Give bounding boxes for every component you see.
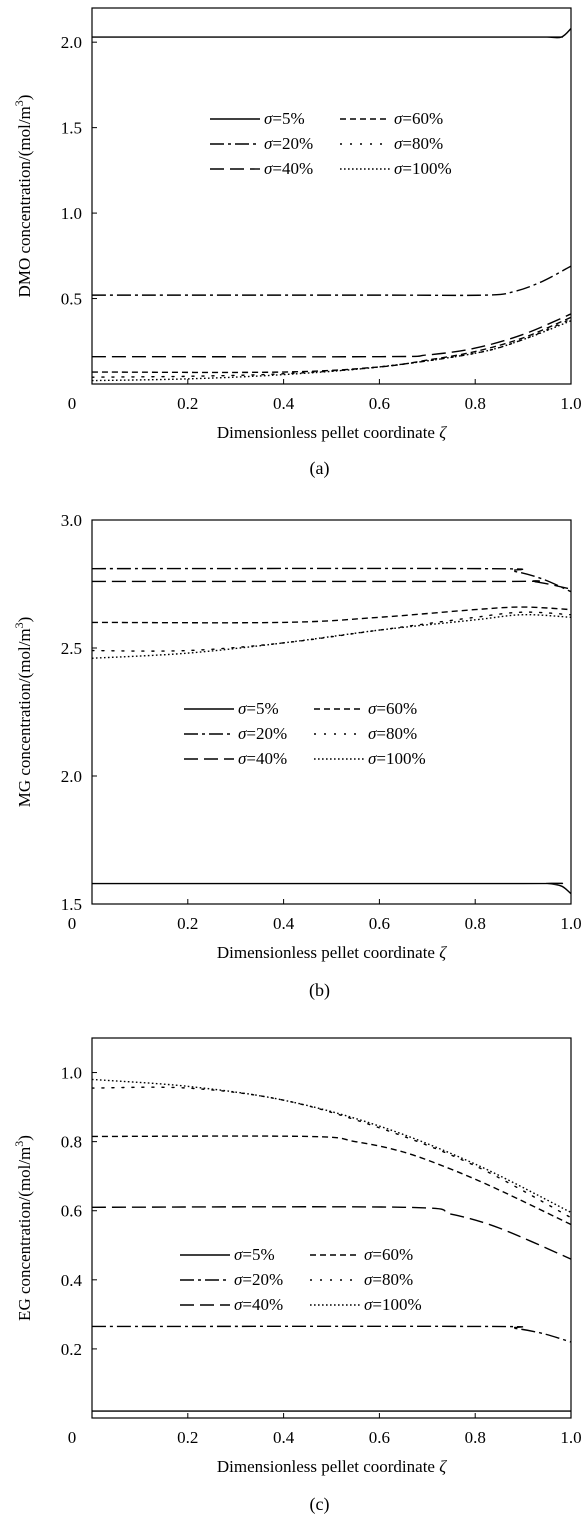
legend-entry: σ=40% <box>264 159 313 178</box>
series-line-sigma-100 <box>92 1078 571 1214</box>
plot-frame <box>91 1037 572 1419</box>
series-line-sigma-5 <box>92 882 571 895</box>
series-line-sigma-80 <box>92 1086 571 1219</box>
series-line-sigma-40 <box>92 313 571 358</box>
legend-entry: σ=40% <box>238 749 287 768</box>
y-tick-label: 1.0 <box>61 1064 82 1083</box>
y-tick-label: 2.0 <box>61 767 82 786</box>
x-tick-label: 0 <box>68 914 77 933</box>
x-tick-label: 0 <box>68 394 77 413</box>
y-tick-label: 0.4 <box>61 1271 83 1290</box>
y-tick-label: 0.2 <box>61 1340 82 1359</box>
y-tick-label: 2.5 <box>61 639 82 658</box>
series-line-sigma-40 <box>92 580 571 590</box>
legend-entry: σ=100% <box>368 749 426 768</box>
y-tick-label: 2.0 <box>61 33 82 52</box>
legend-entry: σ=60% <box>368 699 417 718</box>
x-tick-label: 1.0 <box>560 394 581 413</box>
y-tick-label: 0.5 <box>61 290 82 309</box>
y-axis-label: DMO concentration/(mol/m3) <box>12 95 34 298</box>
y-tick-label: 0.6 <box>61 1202 82 1221</box>
legend: σ=5% σ=20% σ=40% σ=60% σ=80% σ=100% <box>180 1245 422 1314</box>
legend-entry: σ=20% <box>234 1270 283 1289</box>
x-tick-label: 1.0 <box>560 914 581 933</box>
x-tick-label: 0.2 <box>177 914 198 933</box>
series-line-sigma-60 <box>92 606 571 624</box>
x-tick-label: 0.6 <box>369 914 390 933</box>
legend: σ=5% σ=20% σ=40% σ=60% σ=80% σ=100% <box>184 699 426 768</box>
legend-entry: σ=80% <box>364 1270 413 1289</box>
legend-entry: σ=20% <box>238 724 287 743</box>
x-tick-label: 1.0 <box>560 1428 581 1447</box>
series-line-sigma-5 <box>92 27 571 39</box>
x-axis-label: Dimensionless pellet coordinate ζ <box>217 1457 447 1476</box>
legend-entry: σ=100% <box>394 159 452 178</box>
legend: σ=5% σ=20% σ=40% σ=60% σ=80% σ=100% <box>210 109 452 178</box>
series-line-sigma-40 <box>92 1206 571 1260</box>
series-line-sigma-100 <box>92 320 571 382</box>
x-tick-label: 0.8 <box>465 394 486 413</box>
chart-panel-2: 0 0.2 0.4 0.6 0.8 1.0 1.5 2.0 2.5 3.0 Dimensionles… <box>12 511 582 1001</box>
y-tick-label: 0.8 <box>61 1133 82 1152</box>
y-axis-label: EG concentration/(mol/m3) <box>12 1135 34 1321</box>
x-axis-label: Dimensionless pellet coordinate ζ <box>217 423 447 442</box>
legend-entry: σ=5% <box>264 109 305 128</box>
y-tick-label: 1.5 <box>61 895 82 914</box>
series-line-sigma-20 <box>92 1325 571 1343</box>
legend-entry: σ=5% <box>234 1245 275 1264</box>
panel-caption: (b) <box>309 980 330 1001</box>
panel-caption: (c) <box>310 1494 330 1515</box>
legend-entry: σ=100% <box>364 1295 422 1314</box>
x-tick-label: 0.8 <box>465 1428 486 1447</box>
legend-entry: σ=20% <box>264 134 313 153</box>
x-tick-label: 0.4 <box>273 1428 295 1447</box>
y-tick-label: 3.0 <box>61 511 82 530</box>
y-tick-label: 1.0 <box>61 204 82 223</box>
x-tick-label: 0.6 <box>369 1428 390 1447</box>
x-tick-label: 0.8 <box>465 914 486 933</box>
series-line-sigma-80 <box>92 611 571 652</box>
x-axis-label: Dimensionless pellet coordinate ζ <box>217 943 447 962</box>
legend-entry: σ=5% <box>238 699 279 718</box>
y-axis-label: MG concentration/(mol/m3) <box>12 617 34 808</box>
chart-panel-1: 0 0.2 0.4 0.6 0.8 1.0 0.5 1.0 1.5 2.0 Dimensionles… <box>12 7 582 479</box>
legend-entry: σ=60% <box>394 109 443 128</box>
legend-entry: σ=60% <box>364 1245 413 1264</box>
series-line-sigma-60 <box>92 1135 571 1226</box>
x-tick-label: 0 <box>68 1428 77 1447</box>
x-tick-label: 0.4 <box>273 394 295 413</box>
x-tick-label: 0.6 <box>369 394 390 413</box>
series-line-sigma-20 <box>92 265 571 297</box>
panel-caption: (a) <box>310 458 330 479</box>
legend-entry: σ=40% <box>234 1295 283 1314</box>
chart-panel-3: 0 0.2 0.4 0.6 0.8 1.0 0.2 0.4 0.6 0.8 1.0 Dimension… <box>12 1037 582 1515</box>
series-line-sigma-20 <box>92 567 571 593</box>
plot-frame <box>91 7 572 385</box>
x-tick-label: 0.2 <box>177 1428 198 1447</box>
y-tick-label: 1.5 <box>61 119 82 138</box>
series-line-sigma-60 <box>92 316 571 374</box>
legend-entry: σ=80% <box>394 134 443 153</box>
x-tick-label: 0.4 <box>273 914 295 933</box>
plot-frame <box>91 519 572 905</box>
x-tick-label: 0.2 <box>177 394 198 413</box>
legend-entry: σ=80% <box>368 724 417 743</box>
